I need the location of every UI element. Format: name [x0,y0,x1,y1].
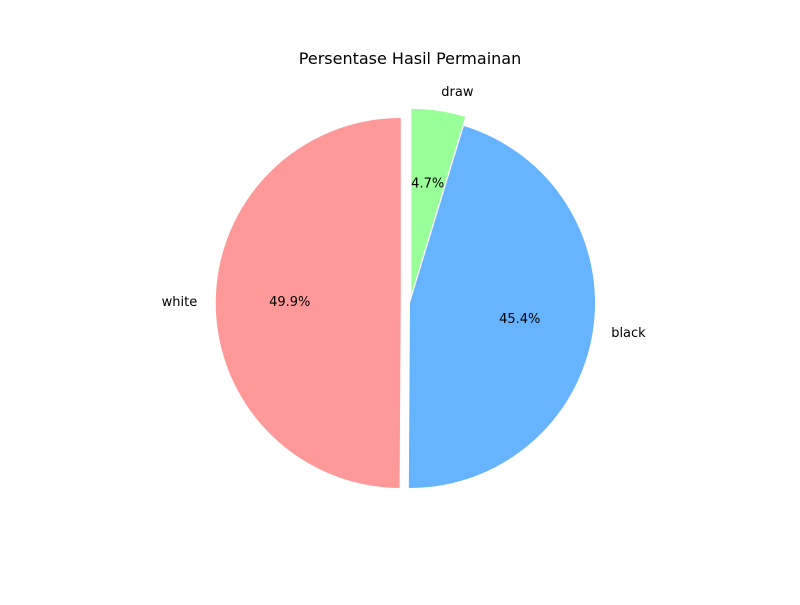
chart-title: Persentase Hasil Permainan [299,49,521,68]
pct-label-white: 49.9% [269,295,310,310]
pie-slice-black [408,126,595,488]
slices-layer [215,108,595,488]
pie-slice-draw [411,108,466,294]
pct-label-black: 45.4% [499,312,540,327]
slice-label-white: white [162,295,198,310]
slice-label-draw: draw [441,85,474,100]
pie-slice-white [215,117,401,488]
labels-layer: white 49.9% black 45.4% draw 4.7% [162,85,647,341]
slice-label-black: black [611,326,646,341]
pct-label-draw: 4.7% [411,177,444,192]
